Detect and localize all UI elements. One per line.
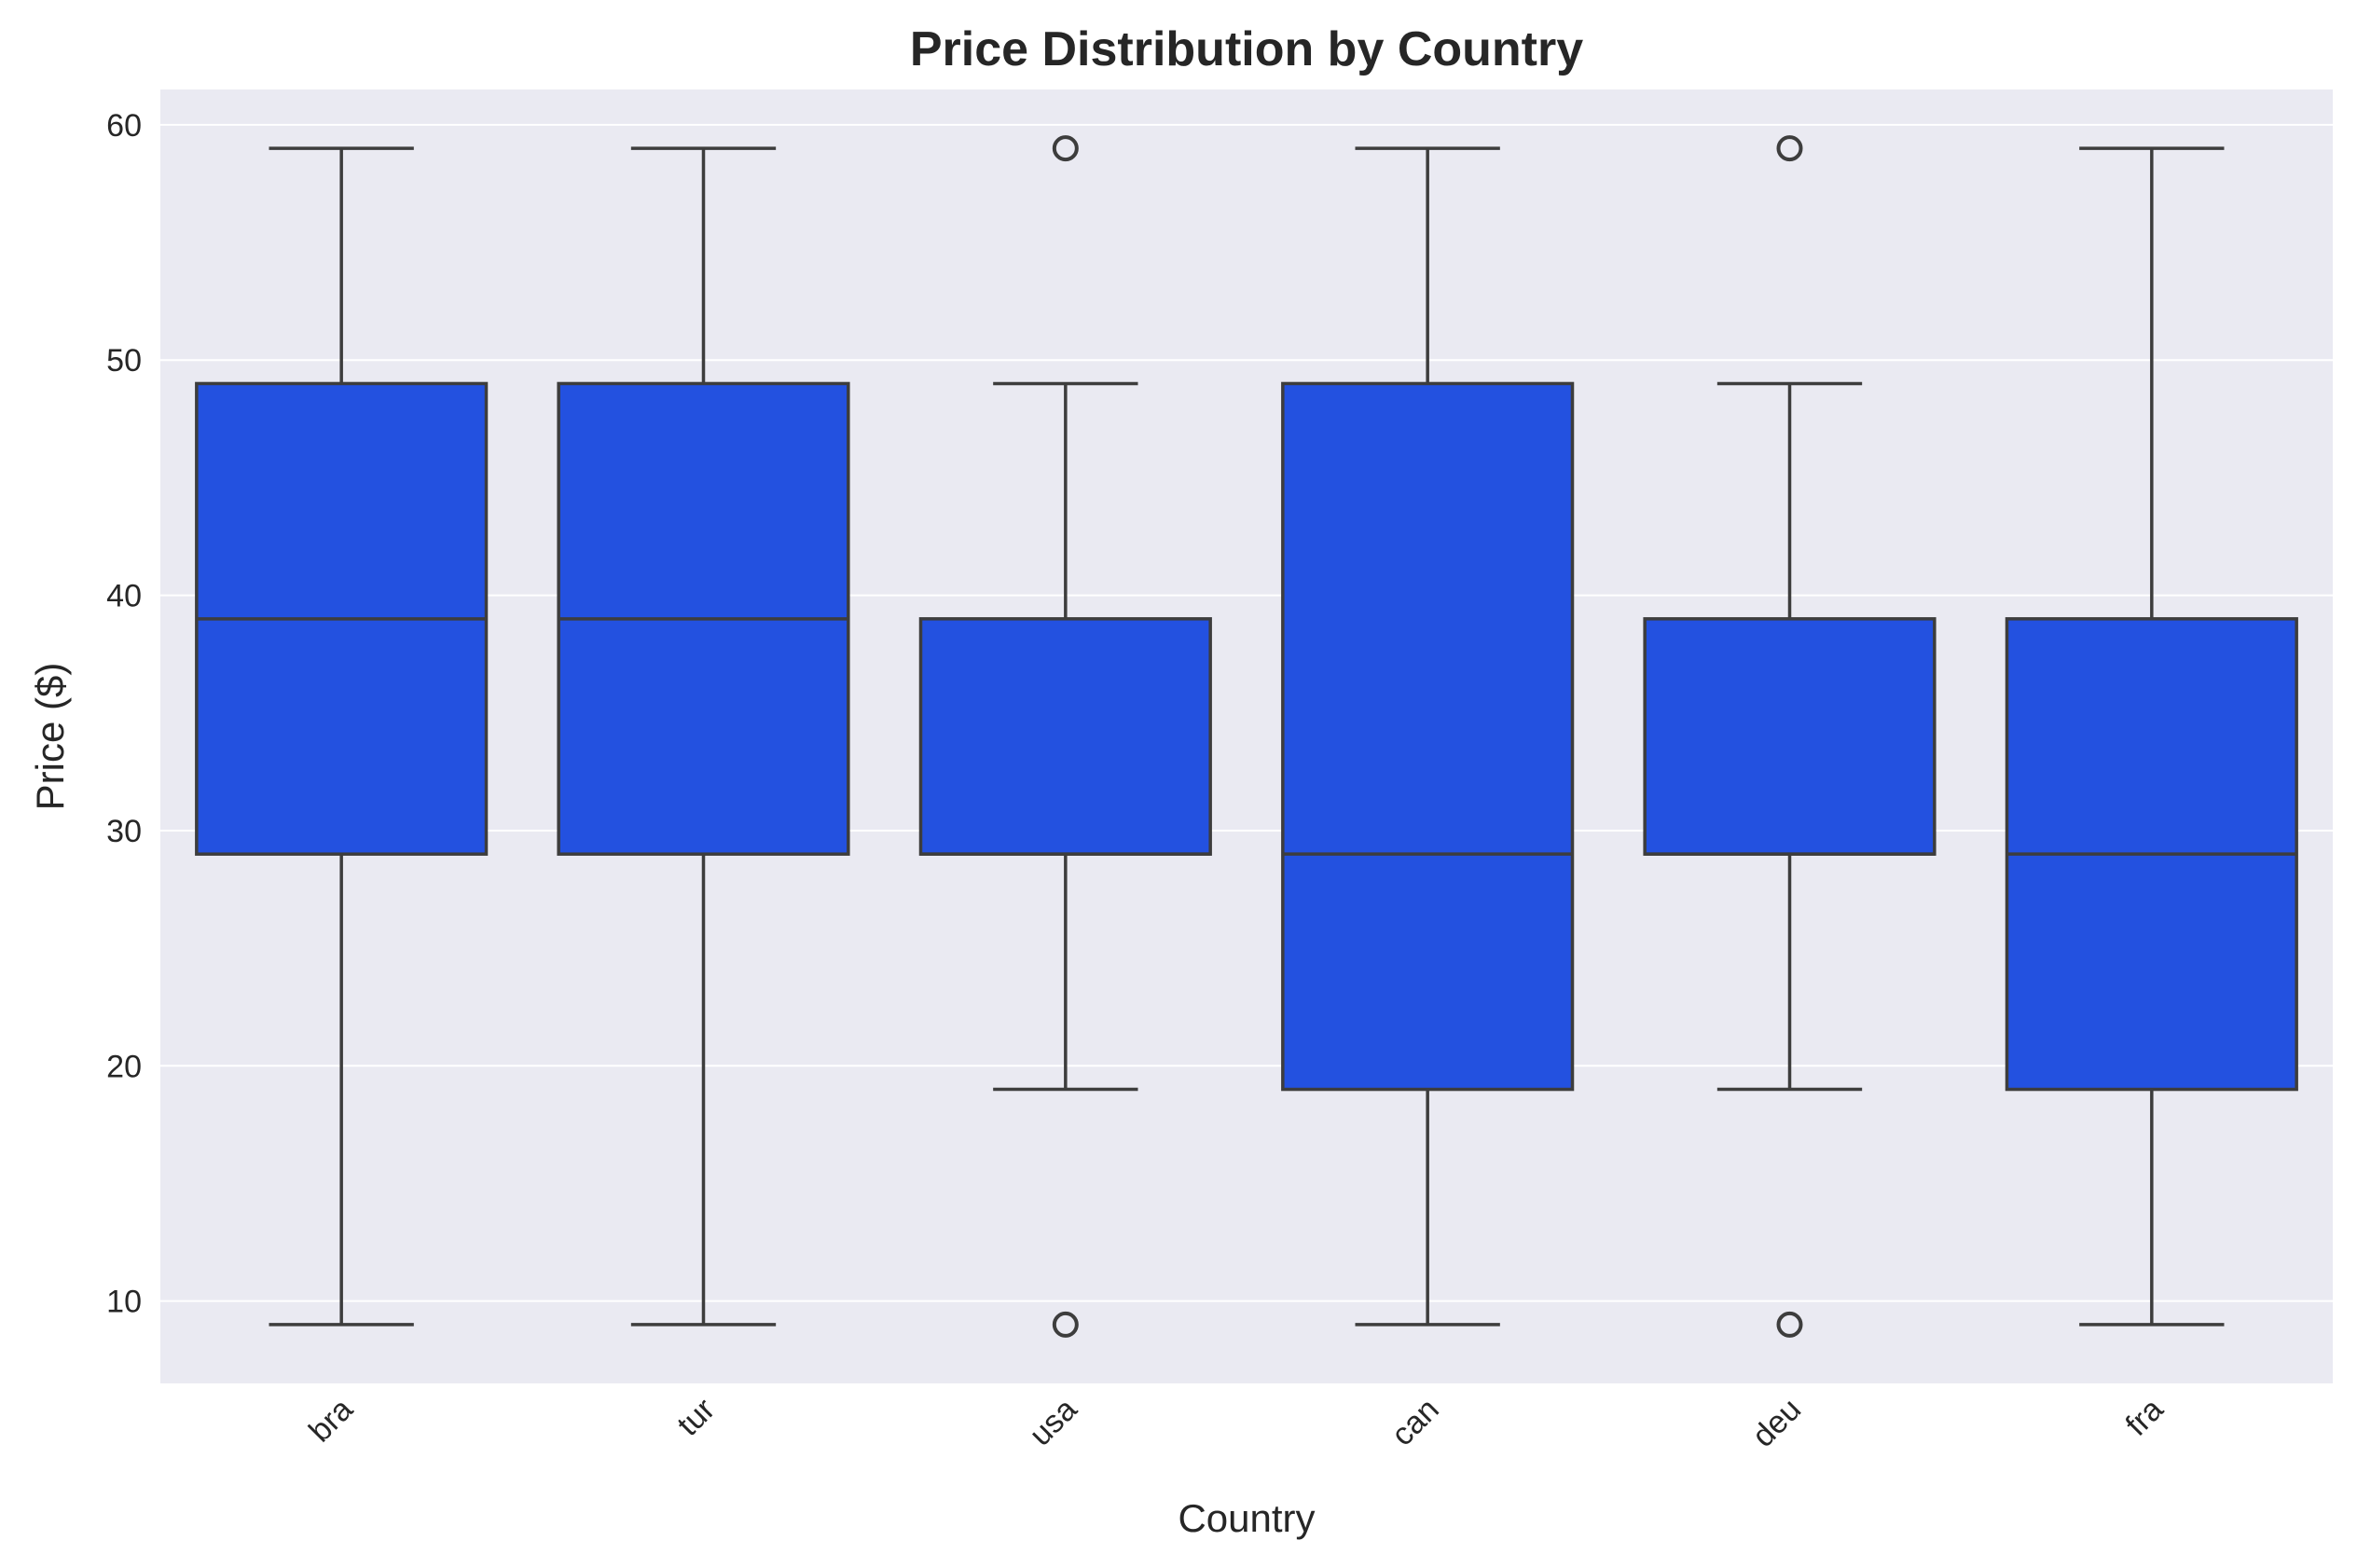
chart-title: Price Distribution by Country xyxy=(910,22,1583,76)
outlier-point xyxy=(1052,135,1079,162)
plot-area xyxy=(160,89,2333,1383)
y-tick-label: 20 xyxy=(106,1049,142,1084)
y-axis-title: Price ($) xyxy=(28,663,72,811)
gridlines xyxy=(160,123,2333,1302)
box-iqr xyxy=(1281,381,1575,1092)
box-iqr xyxy=(1643,617,1937,856)
outlier-point xyxy=(1776,135,1803,162)
x-axis-title: Country xyxy=(1178,1496,1315,1540)
y-tick-label: 60 xyxy=(106,108,142,144)
box-group-usa xyxy=(918,135,1212,1338)
y-tick-label: 10 xyxy=(106,1285,142,1320)
box-group-can xyxy=(1281,146,1575,1327)
y-tick-labels: 10 20 30 40 50 60 xyxy=(106,108,142,1320)
y-tick-label: 40 xyxy=(106,579,142,614)
outlier-point xyxy=(1052,1311,1079,1338)
box-group-deu xyxy=(1643,135,1937,1338)
box-iqr xyxy=(918,617,1212,856)
y-tick-label: 50 xyxy=(106,343,142,378)
box-group-bra xyxy=(195,146,489,1327)
outlier-point xyxy=(1776,1311,1803,1338)
y-tick-label: 30 xyxy=(106,814,142,849)
box-group-tur xyxy=(557,146,850,1327)
boxes xyxy=(195,135,2298,1338)
box-group-fra xyxy=(2005,146,2298,1327)
